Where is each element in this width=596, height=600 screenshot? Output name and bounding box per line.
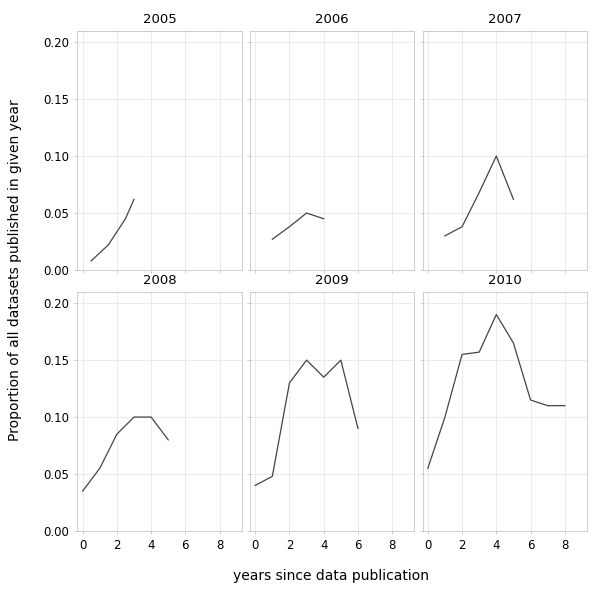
Text: 2010: 2010 xyxy=(488,274,522,287)
Text: 2006: 2006 xyxy=(315,13,349,26)
Text: 2007: 2007 xyxy=(488,13,522,26)
Text: 2008: 2008 xyxy=(143,274,176,287)
Text: Proportion of all datasets published in given year: Proportion of all datasets published in … xyxy=(8,99,22,441)
Text: 2005: 2005 xyxy=(143,13,176,26)
Text: years since data publication: years since data publication xyxy=(233,569,429,583)
Text: 2009: 2009 xyxy=(315,274,349,287)
